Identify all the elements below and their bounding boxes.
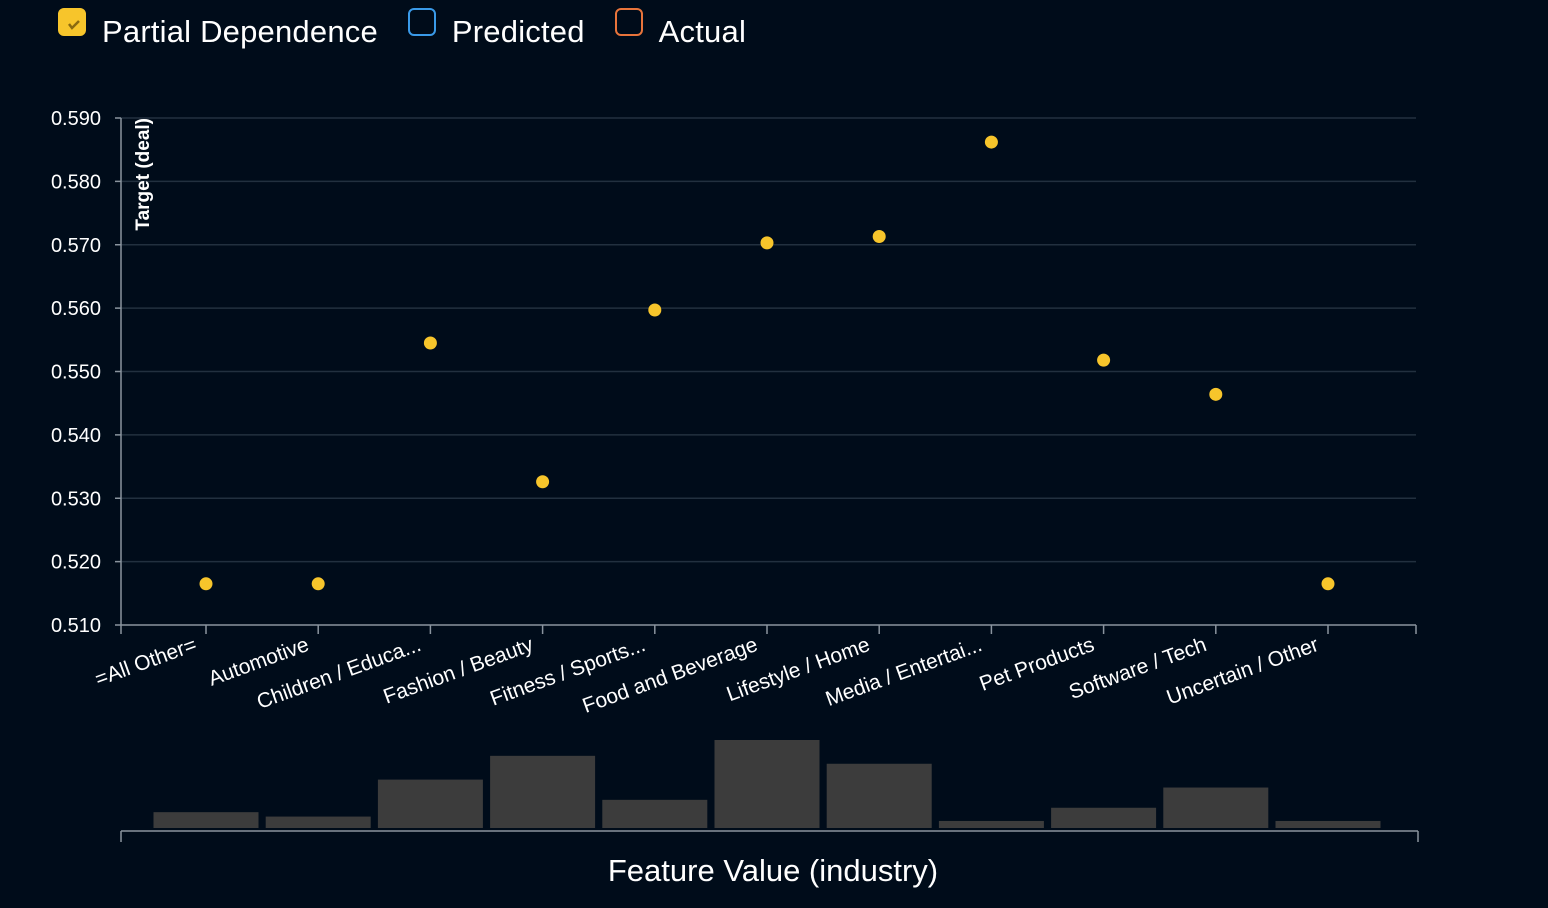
y-tick-label: 0.520 xyxy=(51,552,101,574)
actual-checkbox-icon[interactable] xyxy=(614,8,643,36)
data-point[interactable] xyxy=(536,475,550,489)
data-point[interactable] xyxy=(1097,353,1111,367)
legend-label-actual: Actual xyxy=(658,14,747,49)
histogram xyxy=(120,740,1419,842)
histogram-bar xyxy=(714,740,820,828)
data-point[interactable] xyxy=(872,230,886,244)
legend-item-actual[interactable]: Actual xyxy=(614,8,747,50)
histogram-bar xyxy=(377,779,483,828)
histogram-bar xyxy=(938,820,1044,828)
predicted-checkbox-icon[interactable] xyxy=(407,8,436,36)
y-tick-label: 0.570 xyxy=(51,235,101,257)
data-point[interactable] xyxy=(311,577,325,591)
y-axis-title: Target (deal) xyxy=(133,118,154,231)
y-tick-label: 0.560 xyxy=(51,298,101,320)
legend-label-partial-dependence: Partial Dependence xyxy=(102,14,378,49)
histogram-bar xyxy=(602,799,708,828)
data-point[interactable] xyxy=(199,577,213,591)
histogram-bar xyxy=(1275,820,1381,828)
histogram-bar xyxy=(1163,787,1269,828)
y-tick-label: 0.590 xyxy=(51,108,101,130)
data-point[interactable] xyxy=(648,303,662,317)
legend: Partial Dependence Predicted Actual xyxy=(58,8,776,50)
y-tick-label: 0.540 xyxy=(51,425,101,447)
grid-lines xyxy=(121,117,1416,563)
x-tick-label: =All Other= xyxy=(92,633,200,691)
data-point[interactable] xyxy=(760,236,774,250)
data-point[interactable] xyxy=(423,336,437,350)
y-tick-label: 0.530 xyxy=(51,488,101,510)
data-point[interactable] xyxy=(984,135,998,149)
data-point[interactable] xyxy=(1321,577,1335,591)
legend-label-predicted: Predicted xyxy=(451,14,585,49)
histogram-bar xyxy=(265,816,371,828)
histogram-bar xyxy=(153,812,259,828)
legend-item-partial-dependence[interactable]: Partial Dependence xyxy=(58,8,378,50)
histogram-bar xyxy=(490,755,596,828)
x-axis-title: Feature Value (industry) xyxy=(608,853,938,888)
partial-dependence-checkbox-icon[interactable] xyxy=(58,8,86,36)
y-axis: 0.510 0.520 0.530 0.540 0.550 0.560 0.570 0.580… xyxy=(51,108,122,637)
y-tick-label: 0.580 xyxy=(51,171,101,193)
legend-item-predicted[interactable]: Predicted xyxy=(407,8,585,50)
y-tick-label: 0.510 xyxy=(51,615,101,637)
data-points xyxy=(199,135,1335,591)
histogram-bar xyxy=(1051,807,1157,828)
y-tick-label: 0.550 xyxy=(51,362,101,384)
histogram-bar xyxy=(826,763,932,828)
data-point[interactable] xyxy=(1209,387,1223,401)
